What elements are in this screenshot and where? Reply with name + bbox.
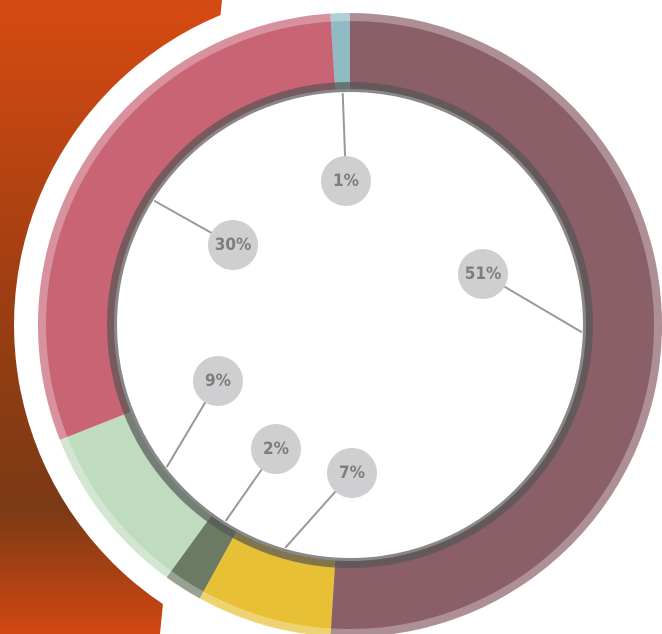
- data-label: 30%: [215, 235, 252, 255]
- label-bubble: [251, 424, 301, 474]
- ring-inner-shadow: [107, 82, 593, 568]
- label-bubble: [321, 156, 371, 206]
- ring-highlight: [38, 13, 662, 634]
- donut-segment: [330, 13, 350, 90]
- donut-segment: [59, 411, 212, 578]
- data-label: 1%: [333, 171, 359, 191]
- data-label: 7%: [339, 463, 365, 483]
- label-bubble: [193, 356, 243, 406]
- label-bubble: [458, 249, 508, 299]
- label-bubble: [208, 220, 258, 270]
- data-label: 2%: [263, 439, 289, 459]
- donut-segment: [330, 13, 662, 634]
- label-bubble: [327, 448, 377, 498]
- data-label: 9%: [205, 371, 231, 391]
- labels: 51% 7% 2% 9% 30% 1%: [153, 93, 583, 549]
- data-label: 51%: [465, 264, 502, 284]
- donut-segment: [166, 515, 237, 599]
